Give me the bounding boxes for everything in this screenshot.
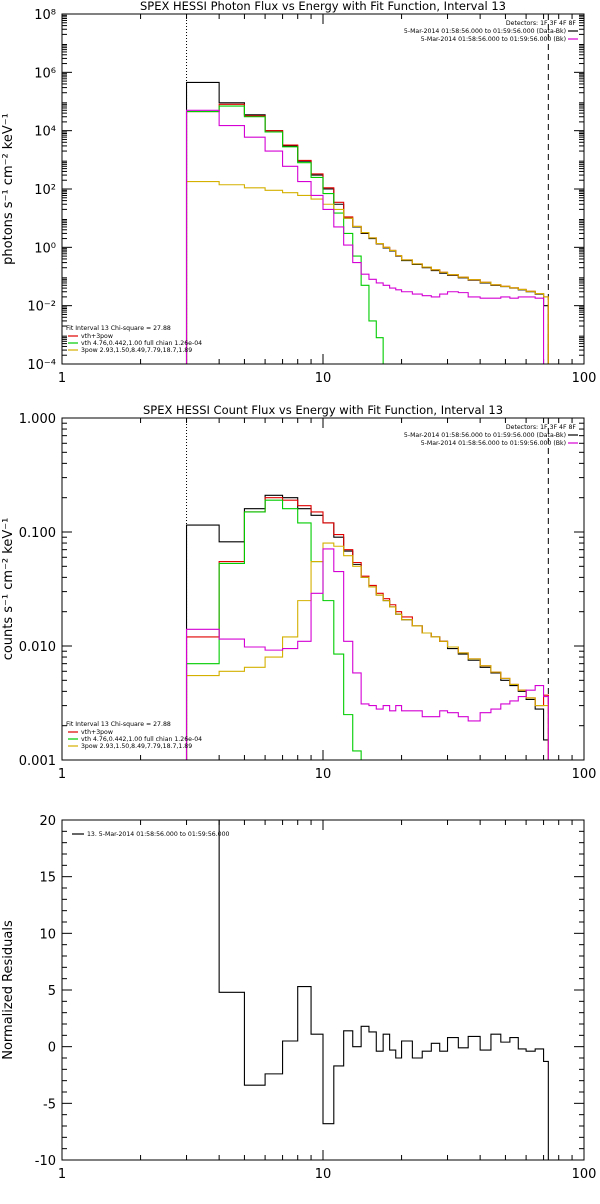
series-vth-3pow	[185, 497, 549, 760]
y-tick-label: 10⁰	[34, 241, 56, 256]
x-tick-label: 100	[572, 767, 597, 782]
plot-frame	[61, 13, 585, 365]
series-vth-3pow	[185, 103, 549, 364]
series-data-bk	[185, 494, 549, 760]
series-bk	[185, 109, 549, 364]
legend-header: Detectors: 1F 3F 4F 8F	[506, 424, 577, 431]
y-tick-label: 20	[39, 814, 56, 829]
series-bk	[185, 548, 549, 760]
y-tick-label: -10	[35, 1154, 56, 1169]
fit-legend-entry: vth+3pow	[81, 333, 113, 340]
series-3pow	[185, 181, 549, 364]
legend-entry: 5-Mar-2014 01:58:56.000 to 01:59:56.000 …	[404, 28, 566, 35]
y-tick-label: 10²	[34, 183, 56, 198]
x-tick-label: 1	[58, 371, 66, 386]
y-axis-label: counts s⁻¹ cm⁻² keV⁻¹	[1, 518, 16, 661]
fit-legend-entry: 3pow 2.93,1.50,8.49,7.79,18.7,1.89	[81, 743, 192, 750]
series-group	[185, 81, 549, 364]
fit-legend-entry: vth+3pow	[81, 729, 113, 736]
x-tick-label: 100	[572, 371, 597, 386]
legend-entry: 5-Mar-2014 01:58:56.000 to 01:59:56.000 …	[421, 440, 566, 447]
y-tick-label: 10	[39, 927, 56, 942]
x-tick-label: 10	[315, 1167, 332, 1182]
y-tick-label: -5	[43, 1097, 56, 1112]
chart-2: SPEX HESSI Count Flux vs Energy with Fit…	[1, 403, 597, 782]
fit-legend-entry: vth 4.76,0.442,1.00 full chian 1.26e-04	[81, 340, 202, 347]
y-tick-label: 10⁸	[34, 8, 56, 23]
x-tick-label: 1	[58, 1167, 66, 1182]
series-3pow	[185, 542, 549, 760]
y-tick-label: 10⁻⁴	[27, 358, 56, 373]
series-group	[185, 494, 549, 760]
chart-title: SPEX HESSI Count Flux vs Energy with Fit…	[143, 403, 503, 417]
fit-legend-header: Fit Interval 13 Chi-square = 27.88	[66, 325, 171, 332]
series-vth	[185, 105, 391, 364]
series-vth	[185, 499, 362, 760]
series-13-5-mar-2014-01-58-56-000-to-01-59-56-000	[218, 820, 549, 1160]
fit-legend-entry: 3pow 2.93,1.50,8.49,7.79,18.7,1.89	[81, 347, 192, 354]
series-data-bk	[185, 81, 549, 364]
y-tick-label: 0.001	[19, 754, 56, 769]
chart-3: Normalized Residuals 1 10 100 -10 -5 0 5 10 15 20 1…	[1, 814, 597, 1182]
chart-title: SPEX HESSI Photon Flux vs Energy with Fi…	[140, 0, 506, 13]
legend-header: Detectors: 1F 3F 4F 8F	[506, 20, 577, 27]
y-tick-label: 15	[39, 871, 56, 886]
plot-frame	[61, 417, 585, 761]
chart-1: SPEX HESSI Photon Flux vs Energy with Fi…	[1, 0, 597, 386]
x-tick-label: 1	[58, 767, 66, 782]
y-tick-label: 0.100	[19, 526, 56, 541]
series-group	[218, 820, 549, 1160]
legend-entry: 5-Mar-2014 01:58:56.000 to 01:59:56.000 …	[421, 36, 566, 43]
y-axis-label: photons s⁻¹ cm⁻² keV⁻¹	[1, 113, 16, 265]
y-tick-label: 10⁻²	[27, 300, 56, 315]
y-tick-label: 0	[48, 1041, 56, 1056]
x-tick-label: 100	[572, 1167, 597, 1182]
fit-legend-header: Fit Interval 13 Chi-square = 27.88	[66, 721, 171, 728]
fit-legend-entry: vth 4.76,0.442,1.00 full chian 1.26e-04	[81, 736, 202, 743]
x-tick-label: 10	[315, 371, 332, 386]
y-tick-label: 1.000	[19, 412, 56, 427]
y-tick-label: 0.010	[19, 640, 56, 655]
y-axis-label: Normalized Residuals	[1, 920, 16, 1060]
y-tick-label: 10⁶	[34, 66, 56, 81]
plot-frame	[61, 819, 585, 1161]
y-tick-label: 5	[48, 984, 56, 999]
legend-entry: 5-Mar-2014 01:58:56.000 to 01:59:56.000 …	[404, 432, 566, 439]
y-tick-label: 10⁴	[34, 125, 56, 140]
x-tick-label: 10	[315, 767, 332, 782]
legend-entry: 13. 5-Mar-2014 01:58:56.000 to 01:59:56.…	[87, 831, 230, 838]
